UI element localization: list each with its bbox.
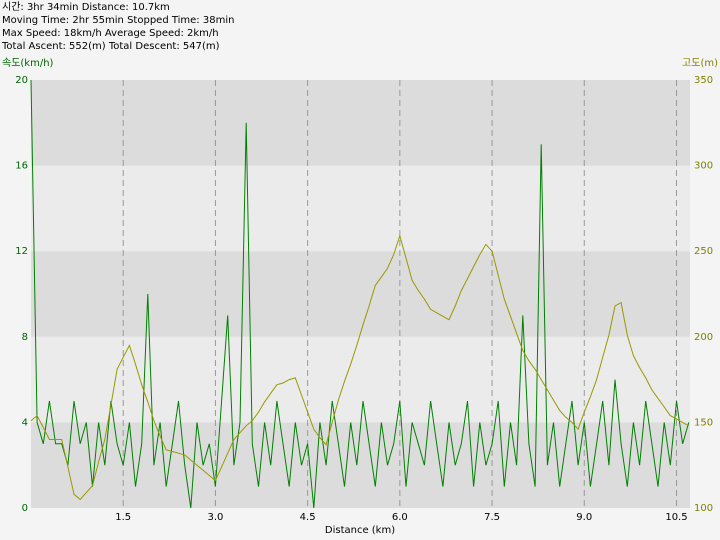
y2-axis-label: 고도(m) — [682, 58, 718, 69]
summary-line: Max Speed: 18km/h Average Speed: 2km/h — [2, 28, 219, 39]
y-tick-label: 20 — [15, 75, 28, 86]
y-tick-label: 12 — [15, 246, 28, 257]
summary-line: Moving Time: 2hr 55min Stopped Time: 38m… — [2, 15, 234, 26]
summary-line: 시간: 3hr 34min Distance: 10.7km — [2, 1, 170, 13]
y2-tick-label: 300 — [694, 161, 713, 172]
data-line — [30, 79, 690, 509]
summary-line: Total Ascent: 552(m) Total Descent: 547(… — [1, 41, 220, 52]
x-tick-label: 1.5 — [115, 512, 131, 523]
y-tick-label: 16 — [15, 161, 28, 172]
y-tick-label: 0 — [22, 503, 28, 514]
y-tick-label: 4 — [22, 417, 28, 428]
grid-band — [31, 80, 690, 166]
x-tick-label: 6.0 — [392, 512, 408, 523]
y2-tick-label: 350 — [694, 75, 713, 86]
x-tick-label: 10.5 — [665, 512, 687, 523]
grid-band — [31, 165, 690, 252]
y-tick-label: 8 — [22, 332, 28, 343]
y2-tick-label: 150 — [694, 417, 713, 428]
y2-tick-label: 200 — [694, 332, 713, 343]
x-tick-label: 9.0 — [576, 512, 592, 523]
y-axis-label: 속도(km/h) — [2, 57, 54, 69]
x-tick-label: 7.5 — [484, 512, 500, 523]
grid-band — [31, 336, 690, 423]
y2-tick-label: 100 — [694, 503, 713, 514]
grid-band — [31, 251, 690, 337]
data-line — [30, 234, 690, 501]
y2-tick-label: 250 — [694, 246, 713, 257]
x-tick-label: 4.5 — [300, 512, 316, 523]
grid-band — [31, 422, 690, 508]
x-tick-label: 3.0 — [207, 512, 223, 523]
x-axis-label: Distance (km) — [325, 525, 395, 536]
